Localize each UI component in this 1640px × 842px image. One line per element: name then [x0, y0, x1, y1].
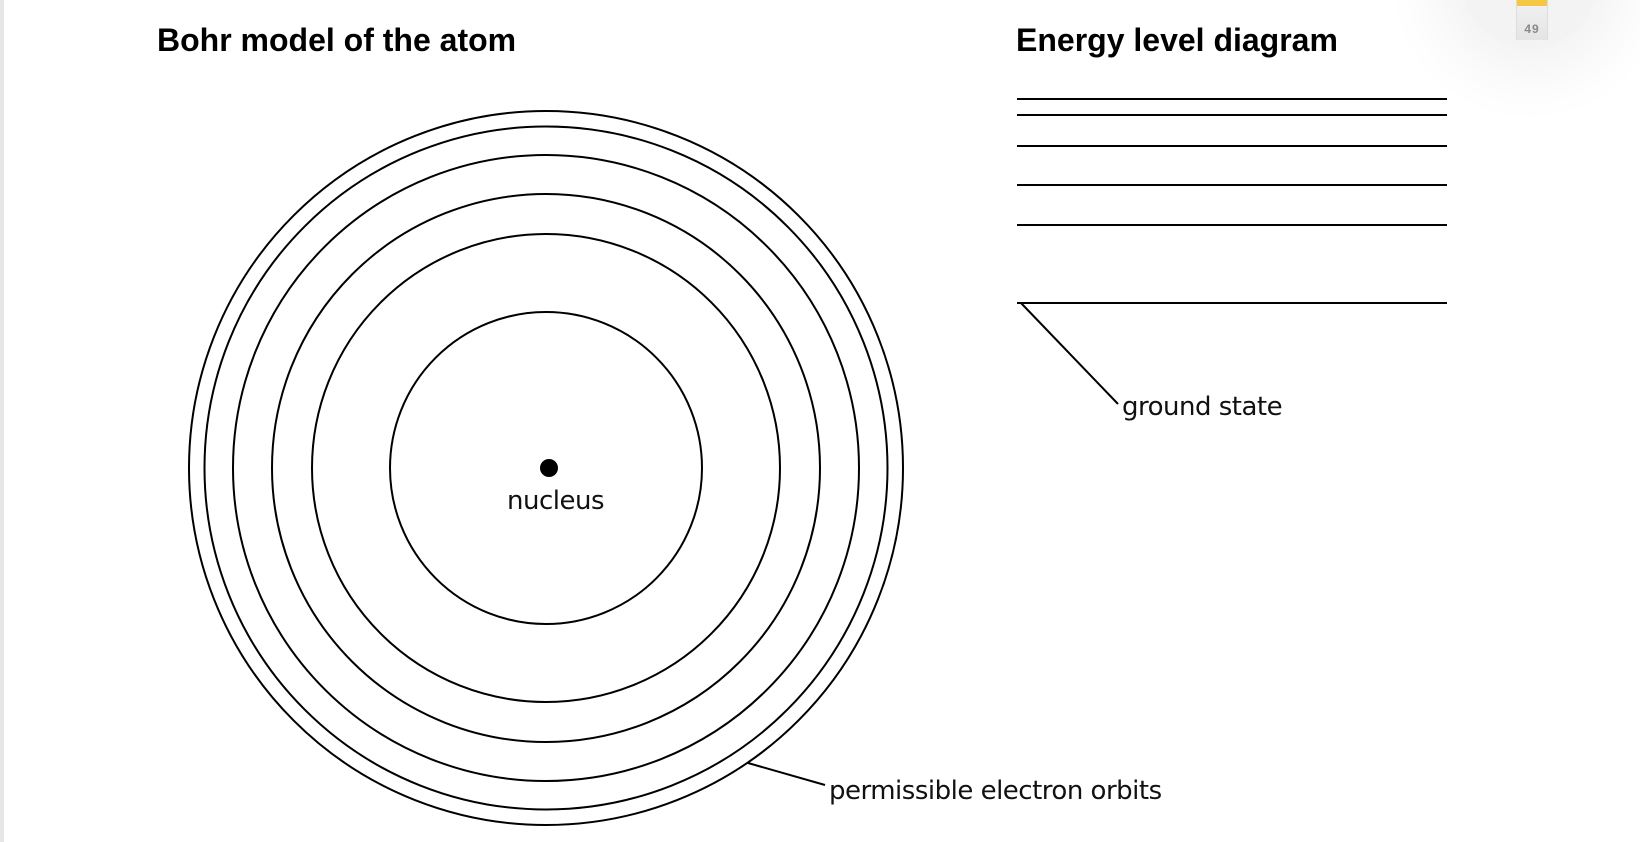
indicator-fill: [1517, 0, 1547, 6]
orbit-3: [271, 193, 821, 743]
nucleus-dot: [540, 459, 558, 477]
page-edge: [0, 0, 4, 842]
orbit-5: [203, 125, 889, 811]
nucleus-label: nucleus: [507, 486, 605, 516]
orbits: [188, 110, 904, 826]
bohr-title: Bohr model of the atom: [157, 22, 517, 58]
orbit-1: [389, 311, 703, 625]
orbits-leader: [747, 762, 826, 786]
orbit-2: [311, 233, 781, 703]
indicator-value: 49: [1524, 22, 1540, 36]
orbits-label: permissible electron orbits: [829, 776, 1162, 806]
level-indicator[interactable]: 49: [1516, 0, 1548, 40]
orbit-4: [232, 154, 860, 782]
energy-levels: [1017, 98, 1447, 304]
ground-leader: [1020, 302, 1119, 405]
ground-state-label: ground state: [1122, 392, 1283, 422]
orbit-6: [188, 110, 904, 826]
energy-title: Energy level diagram: [1016, 22, 1338, 58]
